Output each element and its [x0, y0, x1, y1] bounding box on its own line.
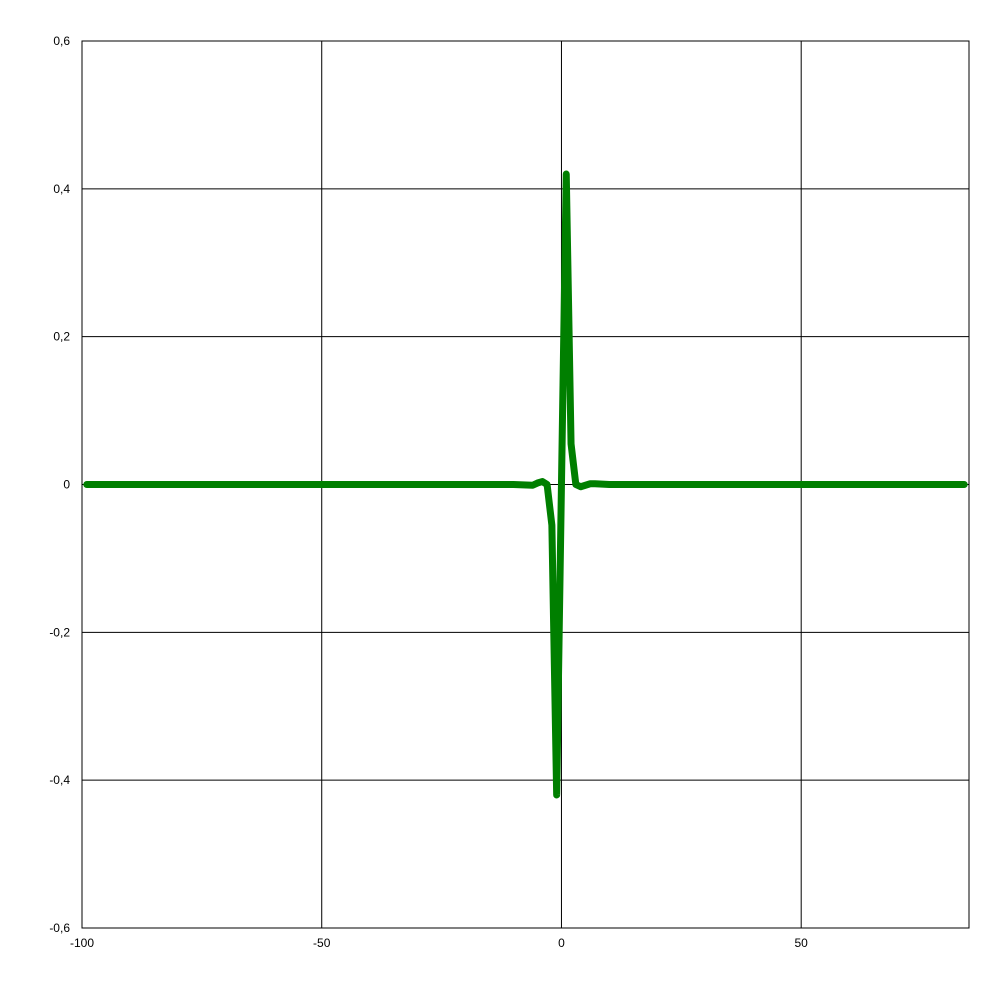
y-tick-label: -0,4: [49, 773, 70, 787]
y-tick-label: 0,2: [53, 330, 70, 344]
series-layer: [83, 170, 968, 799]
x-tick-label: 50: [795, 936, 809, 950]
y-tick-label: 0: [63, 478, 70, 492]
y-tick-label: 0,4: [53, 182, 70, 196]
x-tick-label: 0: [558, 936, 565, 950]
y-tick-label: -0,6: [49, 921, 70, 935]
tick-labels: 0,6 0,4 0,2 0 -0,2 -0,4 -0,6-100 -50 0 50: [49, 34, 808, 950]
y-tick-label: -0,2: [49, 625, 70, 639]
plot-frame: [81, 40, 970, 929]
x-tick-label: -50: [313, 936, 331, 950]
x-tick-label: -100: [70, 936, 94, 950]
series-line: [83, 170, 968, 799]
y-tick-label: 0,6: [53, 34, 70, 48]
